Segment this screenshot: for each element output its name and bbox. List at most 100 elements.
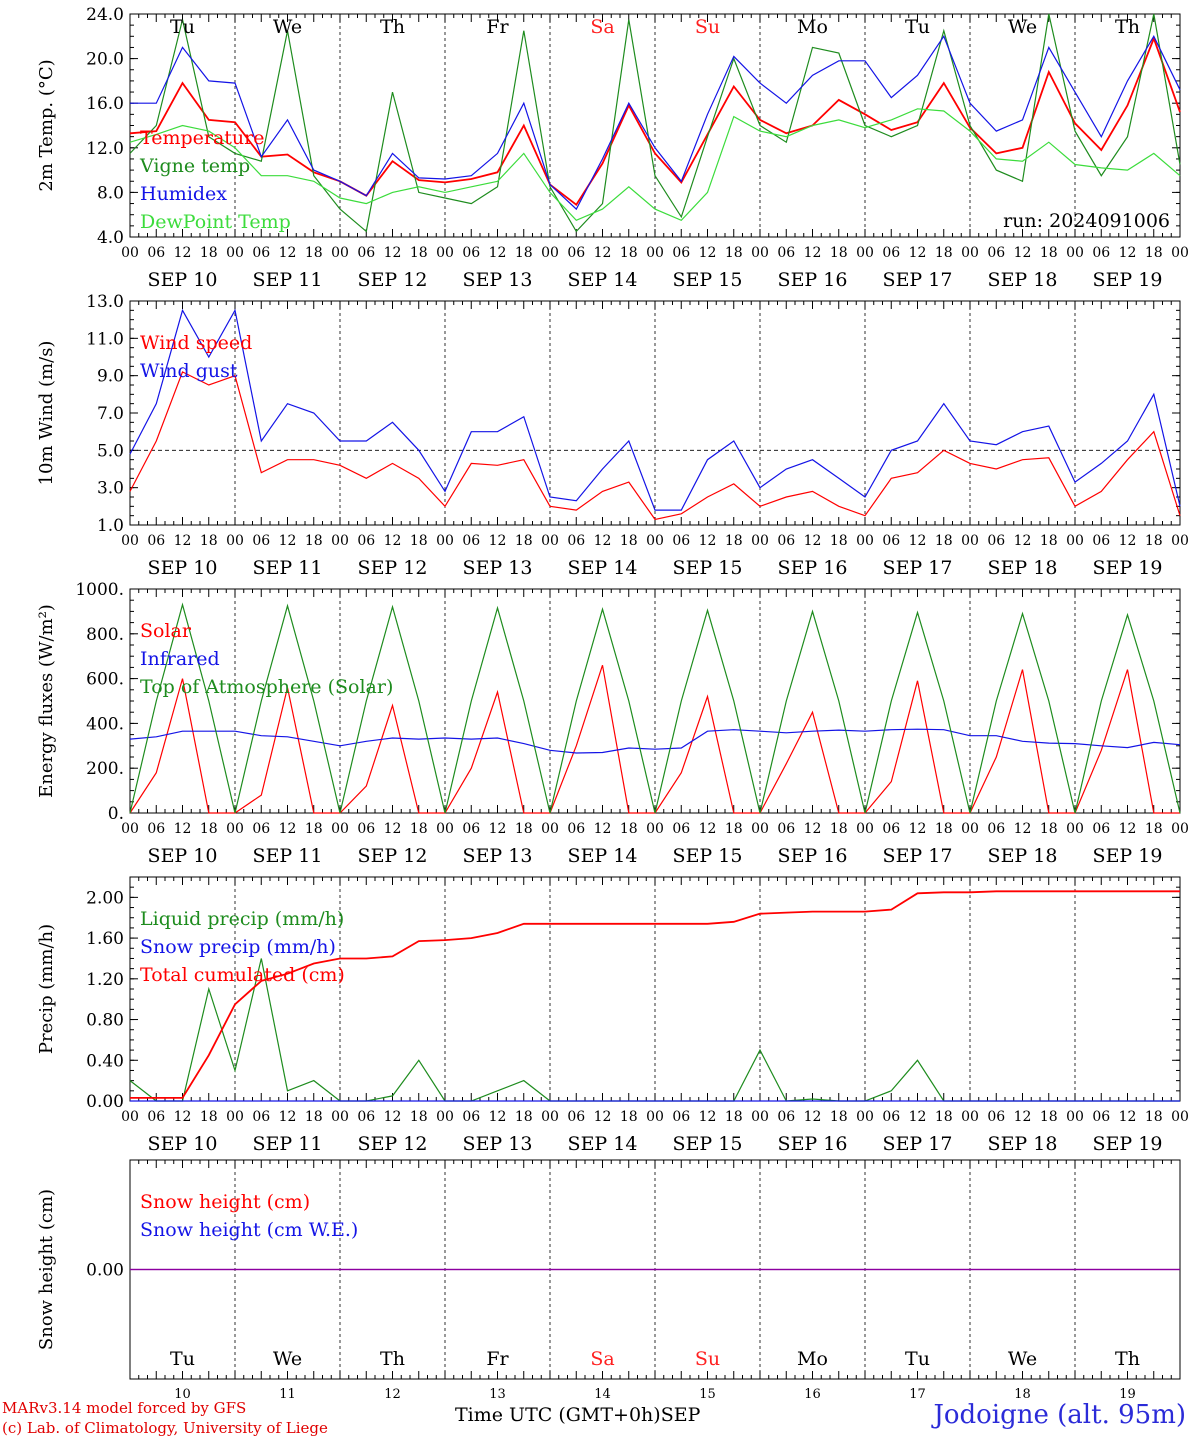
hour-tick-label: 18 <box>305 1109 323 1125</box>
y-tick-label: 20.0 <box>86 50 124 70</box>
date-label: SEP 13 <box>463 269 533 291</box>
hour-tick-label: 00 <box>226 533 244 549</box>
top-day-label: Tu <box>905 16 930 38</box>
hour-tick-label: 18 <box>305 821 323 837</box>
y-tick-label: 600. <box>86 670 124 690</box>
date-label: SEP 15 <box>673 845 743 867</box>
series-line-wind-0 <box>129 371 1181 521</box>
legend-item: Solar <box>140 620 192 642</box>
y-tick-label: 1.60 <box>86 929 124 949</box>
legend-item: Top of Atmosphere (Solar) <box>140 676 393 698</box>
hour-tick-label: 06 <box>777 533 795 549</box>
y-axis-title: 2m Temp. (°C) <box>36 59 57 191</box>
date-label: SEP 15 <box>673 269 743 291</box>
hour-tick-label: 12 <box>699 1109 717 1125</box>
top-day-label: Mo <box>797 16 828 38</box>
hour-tick-label: 00 <box>541 245 559 261</box>
panel-frame-temp <box>129 13 1181 238</box>
y-tick-label: 400. <box>86 714 124 734</box>
hour-tick-label: 18 <box>1145 821 1163 837</box>
hour-tick-label: 12 <box>384 821 402 837</box>
y-axis-title: 10m Wind (m/s) <box>36 341 57 486</box>
hour-tick-label: 12 <box>279 533 297 549</box>
run-label: run: 2024091006 <box>1003 210 1170 232</box>
hour-tick-label: 18 <box>725 245 743 261</box>
date-label: SEP 10 <box>148 1133 218 1155</box>
hour-tick-label: 00 <box>331 1109 349 1125</box>
series-line-temp-2 <box>130 35 1181 211</box>
hour-tick-label: 12 <box>1119 1109 1137 1125</box>
hour-tick-label: 18 <box>200 533 218 549</box>
y-axis-title: Precip (mm/h) <box>36 924 57 1054</box>
hour-tick-label: 00 <box>541 1109 559 1125</box>
hour-tick-label: 00 <box>646 821 664 837</box>
credit-model: MARv3.14 model forced by GFS <box>2 1399 247 1417</box>
date-label: SEP 17 <box>883 269 953 291</box>
legend-item: Snow height (cm) <box>140 1191 310 1213</box>
y-tick-label: 0.00 <box>86 1092 124 1112</box>
day-number-label: 10 <box>174 1387 191 1402</box>
hour-tick-label: 18 <box>1040 1109 1058 1125</box>
hour-tick-label: 12 <box>909 533 927 549</box>
hour-tick-label: 18 <box>305 533 323 549</box>
date-label: SEP 18 <box>988 845 1058 867</box>
date-label: SEP 11 <box>253 269 323 291</box>
hour-tick-label: 06 <box>672 533 690 549</box>
hour-tick-label: 00 <box>1066 821 1084 837</box>
bottom-day-label: Tu <box>170 1348 195 1370</box>
y-tick-label: 1000. <box>75 580 124 600</box>
hour-tick-label: 00 <box>646 533 664 549</box>
series-line-energy-1 <box>129 728 1181 754</box>
series-line-wind-1 <box>129 308 1181 511</box>
series-line-precip-2 <box>130 890 1180 1099</box>
hour-tick-label: 12 <box>594 821 612 837</box>
hour-tick-label: 18 <box>515 533 533 549</box>
hour-tick-label: 00 <box>331 533 349 549</box>
hour-tick-label: 12 <box>1119 245 1137 261</box>
date-label: SEP 18 <box>988 1133 1058 1155</box>
hour-tick-label: 06 <box>147 245 165 261</box>
hour-tick-label: 00 <box>436 533 454 549</box>
top-day-label: Su <box>695 16 720 38</box>
series-line-temp-3 <box>129 108 1181 222</box>
legend-item: Liquid precip (mm/h) <box>140 908 344 930</box>
hour-tick-label: 18 <box>935 533 953 549</box>
hour-tick-label: 00 <box>331 245 349 261</box>
date-label: SEP 12 <box>358 269 428 291</box>
hour-tick-label: 06 <box>987 533 1005 549</box>
y-tick-label: 16.0 <box>86 94 124 114</box>
hour-tick-label: 12 <box>699 821 717 837</box>
hour-tick-label: 00 <box>961 1109 979 1125</box>
hour-tick-label: 06 <box>567 533 585 549</box>
hour-tick-label: 00 <box>961 245 979 261</box>
hour-tick-label: 18 <box>620 1109 638 1125</box>
date-label: SEP 12 <box>358 845 428 867</box>
date-label: SEP 14 <box>568 1133 638 1155</box>
hour-tick-label: 06 <box>567 1109 585 1125</box>
hour-tick-label: 06 <box>987 245 1005 261</box>
hour-tick-label: 00 <box>121 1109 139 1125</box>
date-label: SEP 10 <box>148 557 218 579</box>
hour-tick-label: 06 <box>147 821 165 837</box>
hour-tick-label: 00 <box>856 821 874 837</box>
day-number-label: 13 <box>489 1387 506 1402</box>
bottom-day-label: We <box>273 1348 302 1370</box>
day-number-label: 17 <box>909 1387 926 1402</box>
hour-tick-label: 12 <box>909 1109 927 1125</box>
date-label: SEP 13 <box>463 557 533 579</box>
y-axis-title: Energy fluxes (W/m²) <box>36 604 57 798</box>
hour-tick-label: 18 <box>410 821 428 837</box>
hour-tick-label: 06 <box>777 1109 795 1125</box>
hour-tick-label: 00 <box>226 1109 244 1125</box>
hour-tick-label: 00 <box>961 533 979 549</box>
hour-tick-label: 18 <box>515 245 533 261</box>
hour-tick-label: 12 <box>174 1109 192 1125</box>
hour-tick-label: 18 <box>935 821 953 837</box>
top-day-label: Fr <box>486 16 509 38</box>
legend-item: Infrared <box>140 648 220 670</box>
bottom-day-label: Sa <box>590 1348 614 1370</box>
date-label: SEP 10 <box>148 845 218 867</box>
bottom-day-label: Th <box>380 1348 405 1370</box>
hour-tick-label: 12 <box>279 1109 297 1125</box>
y-tick-label: 0. <box>108 804 124 824</box>
